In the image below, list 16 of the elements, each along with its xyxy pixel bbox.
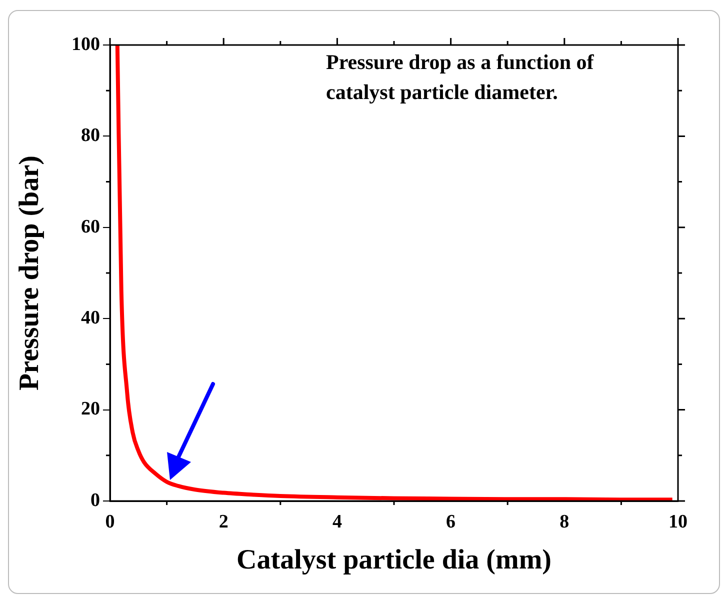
x-tick-label: 10 xyxy=(668,511,688,532)
y-tick-label: 60 xyxy=(81,216,100,238)
y-axis-title: Pressure drop (bar) xyxy=(14,156,46,390)
annotation: Pressure drop as a function of catalyst particle diameter. xyxy=(326,49,595,106)
y-tick-label: 100 xyxy=(72,34,100,55)
y-tick-label: 20 xyxy=(81,398,100,420)
y-tick-label: 80 xyxy=(81,125,100,146)
y-tick-label: 40 xyxy=(81,308,100,329)
y-tick-label: 0 xyxy=(90,490,100,511)
x-tick-label: 2 xyxy=(218,511,228,532)
line-series xyxy=(115,45,674,501)
x-tick-label: 6 xyxy=(446,511,456,532)
x-axis-title: Catalyst particle dia (mm) xyxy=(236,544,552,576)
x-tick-label: 0 xyxy=(105,511,115,532)
x-tick-label: 4 xyxy=(332,511,342,532)
x-tick-label: 8 xyxy=(560,511,570,532)
